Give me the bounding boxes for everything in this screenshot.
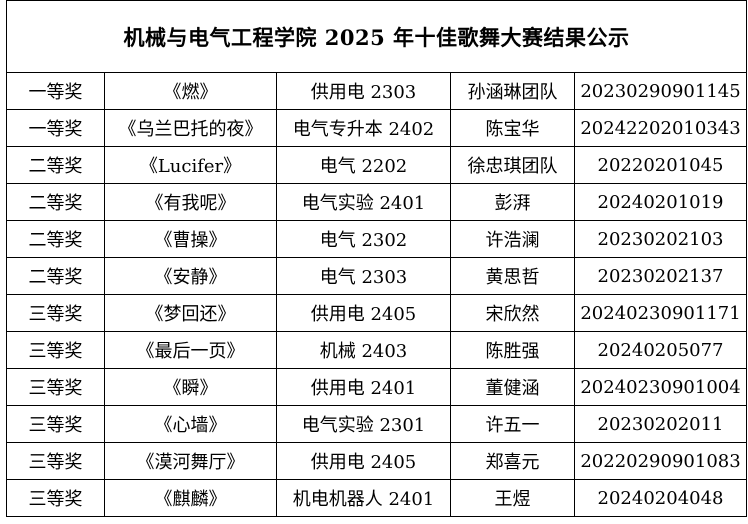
table-row: 一等奖 《燃》 供用电 2303 孙涵琳团队 20230290901145 (6, 72, 748, 110)
work-title-cell: 《心墙》 (104, 405, 277, 443)
class-cell: 机械 2403 (276, 331, 451, 369)
work-title-cell: 《麒麟》 (104, 479, 277, 517)
performer-cell: 彭湃 (450, 183, 575, 221)
student-id-cell: 20230290901145 (573, 72, 748, 110)
performer-cell: 陈胜强 (450, 331, 575, 369)
work-title-cell: 《乌兰巴托的夜》 (104, 109, 277, 147)
award-cell: 二等奖 (6, 146, 105, 184)
work-title-cell: 《最后一页》 (104, 331, 277, 369)
class-cell: 供用电 2405 (276, 442, 451, 480)
work-title-cell: 《梦回还》 (104, 294, 277, 332)
table-row: 二等奖 《曹操》 电气 2302 许浩澜 20230202103 (6, 220, 748, 258)
work-title-cell: 《漠河舞厅》 (104, 442, 277, 480)
student-id-cell: 20240205077 (573, 331, 748, 369)
table-row: 三等奖 《漠河舞厅》 供用电 2405 郑喜元 20220290901083 (6, 442, 748, 480)
work-title-cell: 《瞬》 (104, 368, 277, 406)
class-cell: 电气实验 2301 (276, 405, 451, 443)
student-id-cell: 20230202137 (573, 257, 748, 295)
performer-cell: 黄思哲 (450, 257, 575, 295)
award-cell: 三等奖 (6, 294, 105, 332)
class-cell: 电气实验 2401 (276, 183, 451, 221)
student-id-cell: 20240230901171 (573, 294, 748, 332)
table-row: 三等奖 《最后一页》 机械 2403 陈胜强 20240205077 (6, 331, 748, 369)
table-row: 二等奖 《有我呢》 电气实验 2401 彭湃 20240201019 (6, 183, 748, 221)
work-title-cell: 《Lucifer》 (104, 146, 277, 184)
award-cell: 三等奖 (6, 479, 105, 517)
table-row: 三等奖 《梦回还》 供用电 2405 宋欣然 20240230901171 (6, 294, 748, 332)
student-id-cell: 20240230901004 (573, 368, 748, 406)
award-cell: 三等奖 (6, 368, 105, 406)
performer-cell: 宋欣然 (450, 294, 575, 332)
work-title-cell: 《曹操》 (104, 220, 277, 258)
work-title-cell: 《有我呢》 (104, 183, 277, 221)
award-cell: 三等奖 (6, 331, 105, 369)
table-row: 二等奖 《Lucifer》 电气 2202 徐忠琪团队 20220201045 (6, 146, 748, 184)
class-cell: 供用电 2401 (276, 368, 451, 406)
student-id-cell: 20230202103 (573, 220, 748, 258)
award-cell: 二等奖 (6, 183, 105, 221)
performer-cell: 徐忠琪团队 (450, 146, 575, 184)
table-row: 二等奖 《安静》 电气 2303 黄思哲 20230202137 (6, 257, 748, 295)
performer-cell: 许浩澜 (450, 220, 575, 258)
student-id-cell: 20240201019 (573, 183, 748, 221)
performer-cell: 孙涵琳团队 (450, 72, 575, 110)
award-cell: 三等奖 (6, 405, 105, 443)
page-title: 机械与电气工程学院 2025 年十佳歌舞大赛结果公示 (5, 0, 748, 73)
results-table: 机械与电气工程学院 2025 年十佳歌舞大赛结果公示 一等奖 《燃》 供用电 230… (5, 0, 748, 517)
student-id-cell: 20240204048 (573, 479, 748, 517)
work-title-cell: 《安静》 (104, 257, 277, 295)
table-row: 一等奖 《乌兰巴托的夜》 电气专升本 2402 陈宝华 20242202010343 (6, 109, 748, 147)
table-row: 三等奖 《心墙》 电气实验 2301 许五一 20230202011 (6, 405, 748, 443)
performer-cell: 王煜 (450, 479, 575, 517)
student-id-cell: 20220290901083 (573, 442, 748, 480)
student-id-cell: 20230202011 (573, 405, 748, 443)
title-row: 机械与电气工程学院 2025 年十佳歌舞大赛结果公示 (5, 0, 748, 73)
class-cell: 机电机器人 2401 (276, 479, 451, 517)
work-title-cell: 《燃》 (104, 72, 277, 110)
table-row: 三等奖 《麒麟》 机电机器人 2401 王煜 20240204048 (6, 479, 748, 517)
class-cell: 电气专升本 2402 (276, 109, 451, 147)
performer-cell: 许五一 (450, 405, 575, 443)
class-cell: 电气 2303 (276, 257, 451, 295)
performer-cell: 陈宝华 (450, 109, 575, 147)
performer-cell: 郑喜元 (450, 442, 575, 480)
award-cell: 一等奖 (6, 72, 105, 110)
award-cell: 二等奖 (6, 257, 105, 295)
student-id-cell: 20220201045 (573, 146, 748, 184)
award-cell: 二等奖 (6, 220, 105, 258)
class-cell: 供用电 2405 (276, 294, 451, 332)
performer-cell: 董健涵 (450, 368, 575, 406)
class-cell: 电气 2302 (276, 220, 451, 258)
class-cell: 电气 2202 (276, 146, 451, 184)
award-cell: 一等奖 (6, 109, 105, 147)
class-cell: 供用电 2303 (276, 72, 451, 110)
award-cell: 三等奖 (6, 442, 105, 480)
student-id-cell: 20242202010343 (573, 109, 748, 147)
table-row: 三等奖 《瞬》 供用电 2401 董健涵 20240230901004 (6, 368, 748, 406)
